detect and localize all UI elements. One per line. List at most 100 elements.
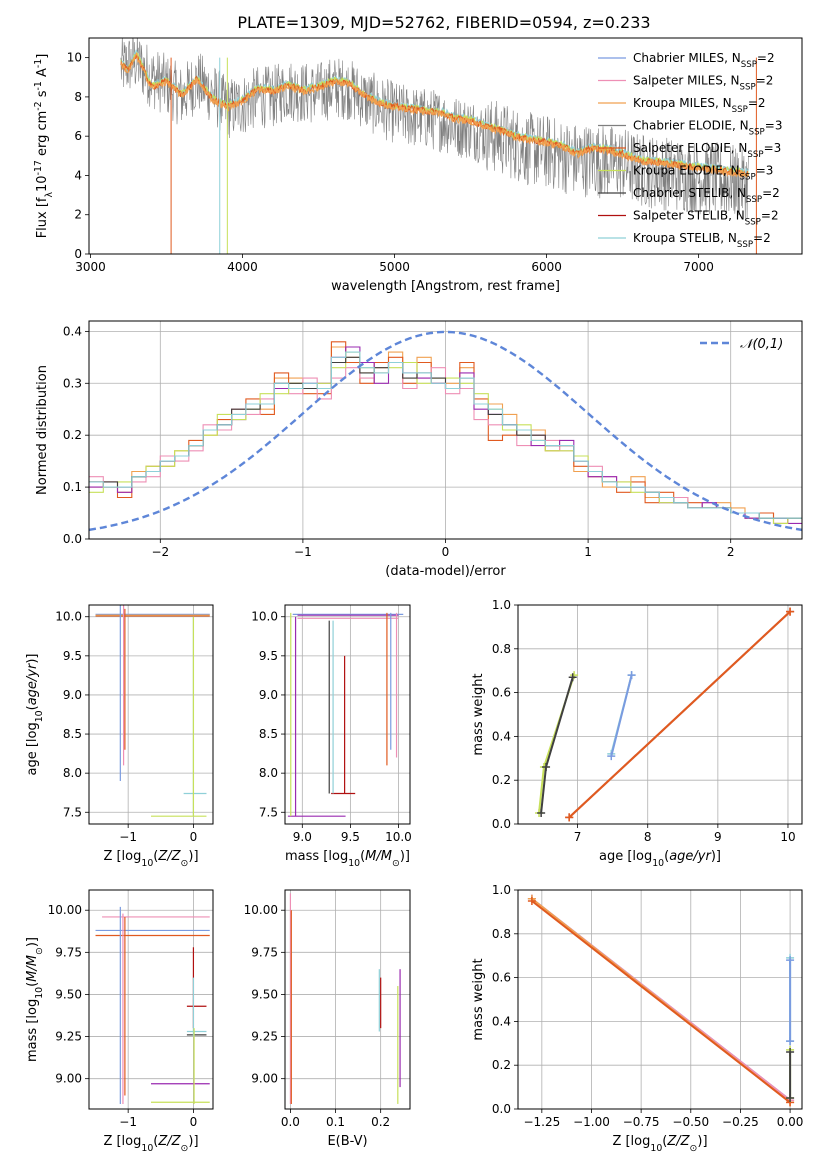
weight-point-marker	[627, 671, 636, 680]
y-tick-label: 9.00	[251, 1072, 278, 1086]
y-tick-label: 0.6	[492, 971, 511, 985]
axes-frame	[517, 889, 803, 1110]
x-tick-label: 2	[727, 545, 735, 559]
x-tick-label: 4000	[227, 260, 258, 274]
x-tick-label: −0.25	[722, 1115, 759, 1129]
y-tick-label: 0.4	[63, 324, 82, 338]
y-tick-label: 0.4	[492, 729, 511, 743]
legend-label: Salpeter STELIB, NSSP=2	[633, 209, 779, 228]
weight-point-marker	[786, 1094, 795, 1103]
y-tick-label: 9.25	[251, 1030, 278, 1044]
y-tick-label: 10	[67, 51, 82, 65]
y-tick-label: 8.0	[259, 766, 278, 780]
y-tick-label: 0.8	[492, 642, 511, 656]
x-tick-label: 6000	[531, 260, 562, 274]
axes-frame	[517, 604, 803, 825]
observed-spectrum-line	[120, 38, 749, 221]
weight-point-marker	[786, 607, 795, 616]
x-axis-label: Z [log10(Z/Z⊙)]	[103, 849, 198, 869]
spectrum-legend: Chabrier MILES, NSSP=2 Salpeter MILES, NS…	[598, 51, 782, 250]
y-tick-label: 7.5	[259, 805, 278, 819]
x-tick-label: 5000	[379, 260, 410, 274]
x-tick-label: 1	[584, 545, 592, 559]
y-tick-label: 0.2	[492, 773, 511, 787]
axes-frame	[284, 889, 411, 1110]
x-tick-label: 10.0	[385, 830, 412, 844]
weight-point-marker	[565, 813, 574, 822]
panel-mass-vs-EBV: 0.0 0.1 0.2 9.00 9.25 9.50 9.75 10.00 E(B-V)	[244, 889, 411, 1149]
y-tick-label: 0.1	[63, 480, 82, 494]
x-tick-label: −0.50	[672, 1115, 709, 1129]
panel-weight-vs-age: 7 8 9 10 0.0 0.2 0.4 0.6 0.8 1.0 age [log10(age/yr…	[471, 598, 803, 869]
weight-line	[540, 677, 574, 814]
histogram-step-line	[89, 351, 802, 519]
x-tick-label: 0.1	[326, 1115, 345, 1129]
plot-area-mass-vs-EBV	[289, 893, 401, 1104]
y-tick-label: 0.2	[492, 1058, 511, 1072]
y-tick-label: 9.0	[63, 688, 82, 702]
y-tick-label: 10.00	[244, 903, 278, 917]
axes-frame	[88, 320, 803, 540]
y-tick-label: 9.50	[251, 987, 278, 1001]
plot-area-age-vs-Z	[95, 605, 210, 817]
y-tick-label: 0.8	[492, 927, 511, 941]
x-tick-label: 7	[574, 830, 582, 844]
x-tick-label: 0.2	[371, 1115, 390, 1129]
x-tick-label: 7000	[683, 260, 714, 274]
weight-point-marker	[786, 1048, 795, 1057]
y-tick-label: 9.5	[63, 649, 82, 663]
weight-line	[531, 900, 791, 1104]
x-axis-label: age [log10(age/yr)]	[599, 849, 721, 869]
y-axis-label: Flux [fλ10-17 erg cm-2 s-1 A-1]	[33, 54, 55, 239]
y-axis-label: mass weight	[471, 958, 486, 1040]
y-axis-label: age [log10(age/yr)]	[25, 653, 45, 775]
x-tick-label: 0	[190, 830, 198, 844]
residuals-legend: 𝒩(0,1)	[700, 337, 783, 352]
weight-line	[568, 610, 791, 819]
y-tick-label: 0	[74, 247, 82, 261]
x-tick-label: −1	[119, 1115, 137, 1129]
plot-area-weight-vs-Z	[527, 894, 795, 1107]
y-tick-label: 9.00	[55, 1072, 82, 1086]
weight-point-marker	[786, 956, 795, 965]
y-axis-label: Normed distribution	[35, 365, 50, 495]
plot-area-residuals	[89, 330, 802, 532]
y-tick-label: 9.25	[55, 1030, 82, 1044]
y-axis-label: mass [log10(M/M⊙)]	[25, 937, 45, 1062]
x-tick-label: 9	[714, 830, 722, 844]
x-axis-label: mass [log10(M/M⊙)]	[285, 849, 410, 869]
y-tick-label: 8	[74, 90, 82, 104]
legend-label: Kroupa STELIB, NSSP=2	[633, 231, 771, 250]
x-tick-label: −1	[294, 545, 312, 559]
y-tick-label: 0.6	[492, 686, 511, 700]
y-tick-label: 0.2	[63, 428, 82, 442]
x-tick-label: 8	[644, 830, 652, 844]
x-tick-label: 9.5	[341, 830, 360, 844]
y-tick-label: 8.5	[63, 727, 82, 741]
axes-frame	[88, 604, 214, 825]
x-tick-label: 0	[190, 1115, 198, 1129]
x-tick-label: 9.0	[293, 830, 312, 844]
x-tick-label: −1.25	[523, 1115, 560, 1129]
legend-label: Kroupa ELODIE, NSSP=3	[633, 164, 773, 183]
plot-area-weight-vs-age	[535, 607, 795, 822]
x-tick-label: 0.0	[281, 1115, 300, 1129]
y-tick-label: 10.0	[251, 610, 278, 624]
weight-point-marker	[786, 1037, 795, 1046]
x-tick-label: −1	[119, 830, 137, 844]
x-tick-label: 3000	[75, 260, 106, 274]
plot-area-spectrum	[120, 38, 757, 254]
x-tick-label: −2	[151, 545, 169, 559]
legend-label: Chabrier ELODIE, NSSP=3	[633, 119, 782, 138]
y-tick-label: 9.75	[251, 945, 278, 959]
legend-label: 𝒩(0,1)	[740, 337, 783, 352]
y-tick-label: 10.00	[48, 903, 82, 917]
plot-area-mass-vs-Z	[95, 906, 210, 1104]
weight-point-marker	[537, 809, 546, 818]
x-axis-label: Z [log10(Z/Z⊙)]	[612, 1134, 707, 1154]
panel-mass-vs-Z: −1 0 9.00 9.25 9.50 9.75 10.00 Z [log10(Z/Z⊙)] m…	[25, 889, 214, 1154]
x-axis-label: wavelength [Angstrom, rest frame]	[331, 279, 560, 294]
legend-label: Salpeter ELODIE, NSSP=3	[633, 141, 781, 160]
panel-residuals: −2 −1 0 1 2 0.0 0.1 0.2 0.3 0.4 (data-model)/error…	[35, 320, 803, 579]
